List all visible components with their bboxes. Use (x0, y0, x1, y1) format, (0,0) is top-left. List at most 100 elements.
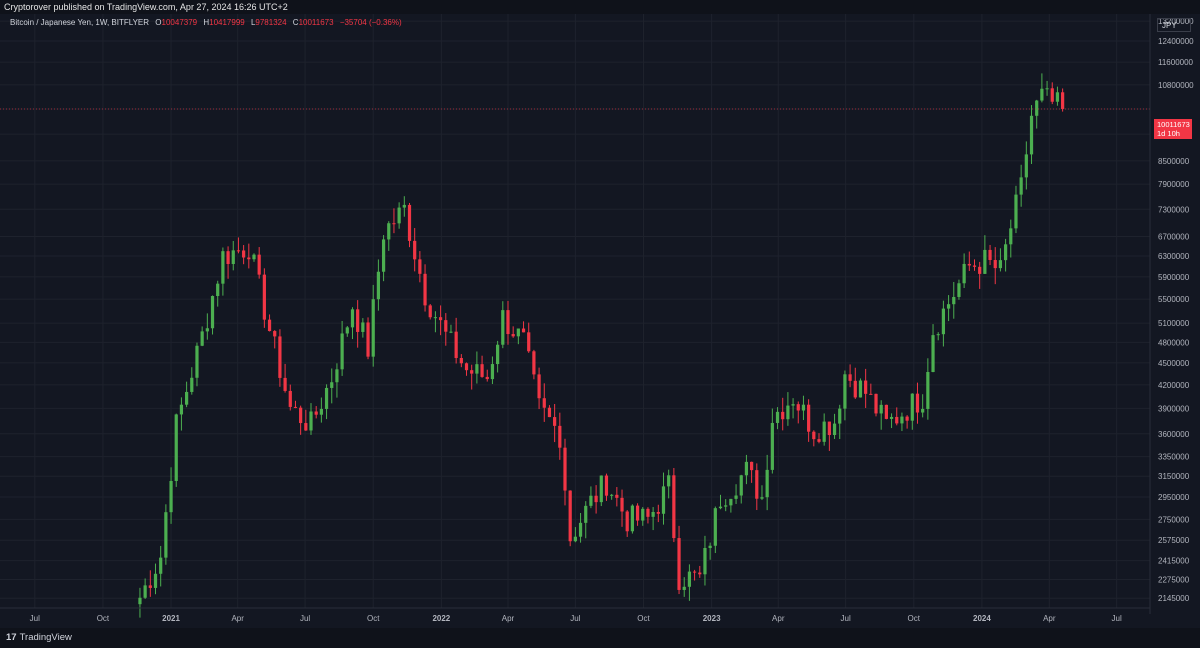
candle-body (921, 408, 925, 413)
candle-body (200, 331, 204, 346)
candle (594, 485, 598, 514)
price-tick-label: 2750000 (1158, 515, 1190, 524)
candle-body (324, 387, 329, 409)
candle (159, 545, 163, 587)
candle (324, 384, 329, 420)
candle (625, 510, 629, 537)
tradingview-logo[interactable]: 17 TradingView (6, 632, 72, 643)
candle-body (402, 204, 406, 208)
candle (314, 406, 318, 419)
candle (998, 248, 1003, 272)
candle-body (1055, 92, 1060, 102)
candle-body (1024, 154, 1028, 178)
candle-body (501, 310, 505, 345)
candle (1029, 105, 1034, 164)
price-tick-label: 5500000 (1158, 295, 1190, 304)
candle-body (356, 309, 360, 332)
candle (262, 268, 266, 328)
candle-body (459, 358, 463, 364)
candle-body (646, 508, 650, 517)
candle-body (423, 273, 427, 306)
candle (184, 381, 189, 408)
low-label: L (250, 18, 256, 27)
candle (148, 570, 152, 597)
candle-body (610, 494, 614, 496)
candle (169, 467, 173, 524)
candle-body (775, 411, 780, 423)
candle-body (221, 251, 225, 284)
candle (361, 318, 365, 338)
candle-body (236, 250, 241, 252)
candle (247, 243, 251, 269)
price-tick-label: 2415000 (1158, 557, 1190, 566)
candle (988, 244, 992, 266)
candle (547, 405, 552, 418)
time-axis[interactable]: Jul Oct 2021 Apr Jul Oct 2022 Apr Jul Oct 2023 Apr J… (30, 614, 1122, 623)
price-tick-label: 3600000 (1158, 430, 1190, 439)
candle-body (511, 334, 515, 337)
price-axis[interactable]: 1320000012400000116000001080000092500008… (1158, 17, 1194, 603)
time-tick-label: Oct (908, 614, 921, 623)
candle-body (278, 336, 282, 378)
candle (677, 525, 681, 595)
candle-body (537, 374, 541, 399)
candle (781, 397, 785, 431)
candle (309, 403, 313, 435)
candle (283, 363, 287, 393)
candle-body (620, 497, 624, 512)
candle (744, 454, 749, 485)
candle-body (444, 320, 448, 332)
candle-body (1003, 244, 1008, 261)
currency-unit-button[interactable]: JPY (1157, 18, 1191, 32)
candle (527, 322, 531, 353)
price-tick-label: 3900000 (1158, 404, 1190, 413)
price-tick-label: 5900000 (1158, 273, 1190, 282)
close-label: C (292, 18, 299, 27)
low-value: 9781324 (255, 18, 287, 27)
candle-body (345, 327, 349, 334)
candle-body (812, 431, 816, 440)
candle (345, 325, 349, 337)
candle (729, 498, 733, 513)
candle-body (641, 508, 645, 521)
candle (449, 324, 453, 334)
open-label: O (155, 18, 162, 27)
candle-body (677, 538, 681, 590)
candle (822, 413, 826, 446)
candle-body (879, 404, 883, 414)
candle-body (506, 310, 510, 335)
price-tick-label: 10800000 (1158, 81, 1194, 90)
time-tick-label: Oct (637, 614, 650, 623)
candle-body (475, 364, 479, 374)
candle (470, 364, 474, 390)
candle (952, 281, 956, 319)
candle (807, 399, 811, 442)
price-tick-label: 4200000 (1158, 381, 1190, 390)
price-tick-label: 8500000 (1158, 157, 1190, 166)
candle-body (464, 363, 469, 371)
candle-body (496, 344, 500, 365)
candle (905, 415, 909, 429)
candle-body (299, 407, 303, 424)
candle-body (983, 249, 987, 274)
candle-body (594, 495, 598, 503)
candle (615, 487, 619, 507)
candle-body (703, 547, 707, 575)
candle-body (713, 508, 717, 546)
high-value: 10417999 (209, 18, 245, 27)
candle-body (568, 490, 572, 542)
candle (926, 358, 930, 420)
candle-body (915, 393, 920, 413)
candle (190, 367, 194, 395)
candle (1009, 219, 1013, 258)
candle-body (252, 254, 256, 260)
candle-body (853, 380, 857, 398)
candle (791, 398, 795, 419)
candle (226, 246, 230, 279)
candle (231, 240, 235, 271)
price-tick-label: 7900000 (1158, 180, 1190, 189)
candlestick-chart[interactable]: 1320000012400000116000001080000092500008… (0, 14, 1200, 628)
candle (718, 494, 723, 510)
candle-body (869, 393, 873, 395)
candle (1003, 238, 1008, 272)
